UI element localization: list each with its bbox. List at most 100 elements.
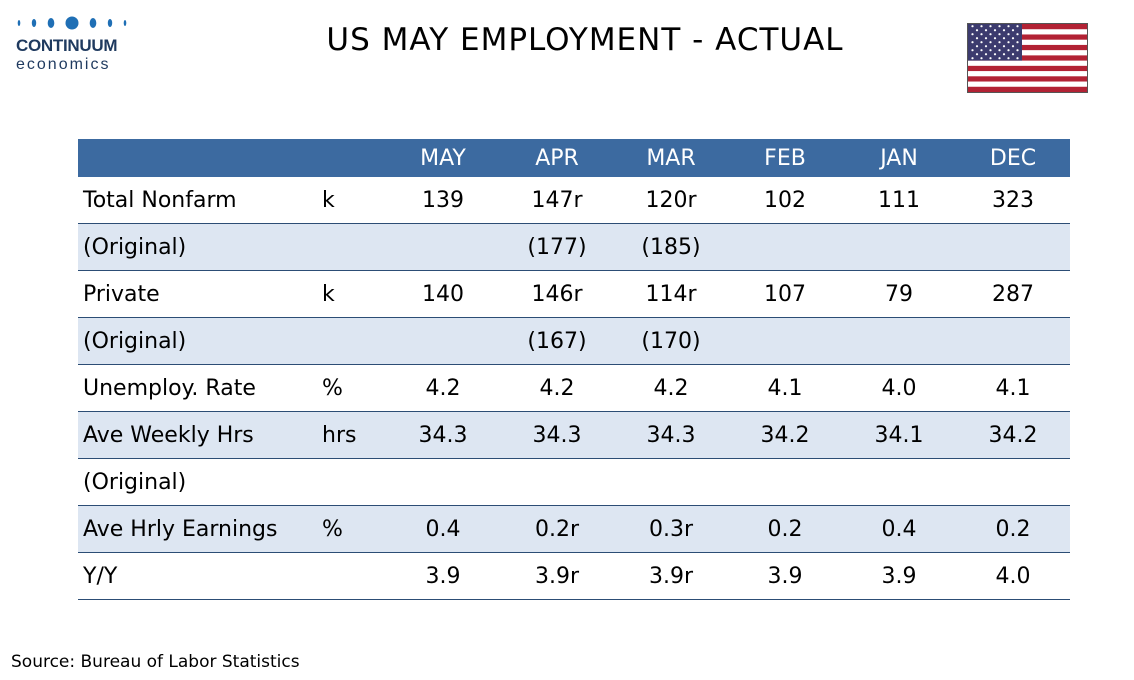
row-value: 0.2: [728, 505, 842, 553]
flag-star: [984, 53, 988, 56]
row-value: [842, 317, 956, 365]
row-value: 139: [386, 177, 500, 224]
table-row: Private k 140 146r 114r 107 79 287: [78, 270, 1070, 318]
flag-star: [980, 33, 983, 36]
row-value: 34.1: [842, 411, 956, 459]
flag-star: [998, 41, 1001, 44]
flag-star: [1007, 57, 1010, 60]
row-label: Y/Y: [78, 552, 318, 600]
row-value: (177): [500, 223, 614, 271]
flag-star: [980, 49, 983, 52]
row-unit: hrs: [318, 411, 386, 459]
row-value: 146r: [500, 270, 614, 318]
row-value: 34.3: [614, 411, 728, 459]
row-value: 107: [728, 270, 842, 318]
flag-graphic: [968, 24, 1087, 92]
row-label: Ave Hrly Earnings: [78, 505, 318, 553]
row-value: 287: [956, 270, 1070, 318]
row-unit: [318, 317, 386, 365]
row-value: [956, 223, 1070, 271]
row-value: 4.2: [614, 364, 728, 412]
row-value: 3.9: [386, 552, 500, 600]
row-value: 102: [728, 177, 842, 224]
flag-star: [1016, 49, 1019, 52]
row-value: 4.2: [500, 364, 614, 412]
row-value: [500, 458, 614, 506]
header-feb: FEB: [728, 139, 842, 177]
logo-name-line2: economics: [16, 56, 111, 73]
header-may: MAY: [386, 139, 500, 177]
table-row: (Original) (167) (170): [78, 317, 1070, 365]
flag-star: [1016, 33, 1019, 36]
flag-star: [984, 37, 988, 40]
header-cell: [78, 139, 318, 177]
table-row: (Original): [78, 458, 1070, 506]
row-value: 4.0: [842, 364, 956, 412]
row-value: 79: [842, 270, 956, 318]
header-apr: APR: [500, 139, 614, 177]
row-value: 0.3r: [614, 505, 728, 553]
row-label: Unemploy. Rate: [78, 364, 318, 412]
table-row: Unemploy. Rate% 4.2 4.2 4.2 4.1 4.0 4.1: [78, 364, 1070, 412]
row-value: 4.1: [728, 364, 842, 412]
row-value: 140: [386, 270, 500, 318]
flag-star: [980, 25, 983, 28]
row-value: (170): [614, 317, 728, 365]
table-row: Ave Weekly Hrs hrs 34.3 34.3 34.3 34.2 34.1 34.…: [78, 411, 1070, 459]
row-value: 4.2: [386, 364, 500, 412]
flag-star: [971, 49, 974, 52]
row-value: 147r: [500, 177, 614, 224]
table-header-row: MAY APR MAR FEB JAN DEC: [78, 139, 1070, 177]
flag-star: [1016, 57, 1019, 60]
row-value: 4.0: [956, 552, 1070, 600]
source-note: Source: Bureau of Labor Statistics: [11, 652, 300, 672]
row-value: [728, 317, 842, 365]
row-unit: k: [318, 270, 386, 318]
row-label: (Original): [78, 317, 318, 365]
row-value: 3.9: [728, 552, 842, 600]
flag-star: [975, 45, 979, 48]
row-label: Ave Weekly Hrs: [78, 411, 318, 459]
flag-star: [971, 33, 974, 36]
flag-star: [1002, 37, 1006, 40]
row-value: 111: [842, 177, 956, 224]
header-jan: JAN: [842, 139, 956, 177]
flag-star: [1011, 45, 1015, 48]
row-value: [386, 223, 500, 271]
flag-star: [980, 41, 983, 44]
flag-star: [1007, 49, 1010, 52]
row-label: (Original): [78, 223, 318, 271]
continuum-economics-logo: CONTINUUM economics: [14, 16, 134, 76]
table-row: (Original) (177) (185): [78, 223, 1070, 271]
row-unit: [318, 223, 386, 271]
row-unit: %: [318, 364, 386, 412]
row-value: 4.1: [956, 364, 1070, 412]
row-label: Total Nonfarm: [78, 177, 318, 224]
flag-star: [1011, 29, 1015, 32]
header-mar: MAR: [614, 139, 728, 177]
row-value: 0.2r: [500, 505, 614, 553]
row-value: (185): [614, 223, 728, 271]
table-row: Ave Hrly Earnings% 0.4 0.2r 0.3r 0.2 0.4 0.2: [78, 505, 1070, 553]
row-unit: k: [318, 177, 386, 224]
employment-table: MAY APR MAR FEB JAN DEC Total Nonfarm k 13…: [78, 139, 1070, 600]
row-value: [956, 317, 1070, 365]
flag-star: [1016, 25, 1019, 28]
row-value: [956, 458, 1070, 506]
row-value: 120r: [614, 177, 728, 224]
row-value: 3.9r: [614, 552, 728, 600]
flag-star: [1002, 45, 1006, 48]
flag-star: [989, 25, 992, 28]
logo-name-line1: CONTINUUM: [16, 36, 118, 55]
flag-star: [984, 45, 988, 48]
flag-star: [975, 37, 979, 40]
flag-star: [1007, 25, 1010, 28]
flag-star: [975, 29, 979, 32]
row-value: [728, 223, 842, 271]
flag-star: [971, 57, 974, 60]
flag-star: [980, 57, 983, 60]
table-row: Y/Y 3.9 3.9r 3.9r 3.9 3.9 4.0: [78, 552, 1070, 600]
row-value: [842, 223, 956, 271]
row-value: 34.2: [956, 411, 1070, 459]
flag-star: [1007, 33, 1010, 36]
